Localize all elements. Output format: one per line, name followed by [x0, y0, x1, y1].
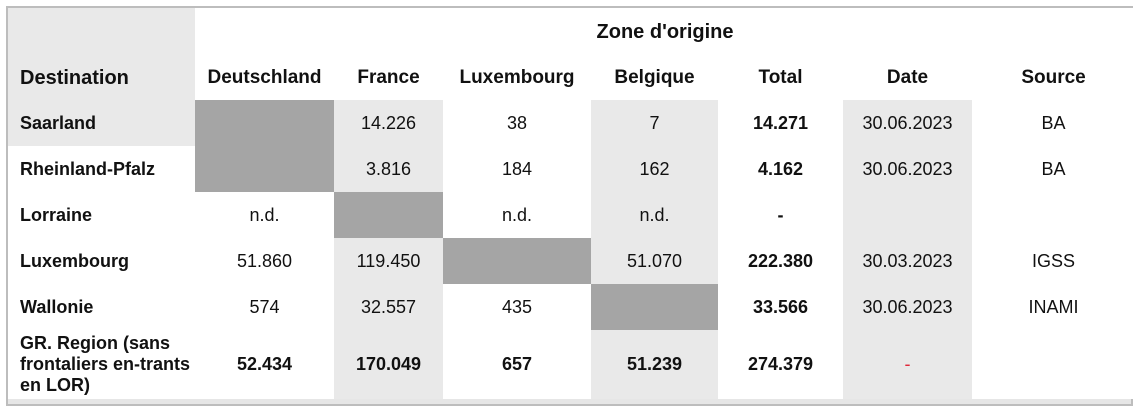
cell-total: -: [718, 192, 843, 238]
empty-cell: [443, 238, 591, 284]
cell-date: -: [843, 330, 972, 399]
row-label-saarland: Saarland: [8, 100, 195, 146]
table-row: Lorraine n.d. n.d. n.d. -: [8, 192, 1136, 238]
col-header-belgique: Belgique: [591, 56, 718, 100]
cell-total: 4.162: [718, 146, 843, 192]
zone-row: Zone d'origine: [8, 8, 1136, 56]
cell-deutschland: 574: [195, 284, 334, 330]
cell-total: 14.271: [718, 100, 843, 146]
col-header-source: Source: [972, 56, 1136, 100]
cell-source: IGSS: [972, 238, 1136, 284]
header-row: Destination Deutschland France Luxembour…: [8, 56, 1136, 100]
empty-cell: [591, 284, 718, 330]
table-row: Luxembourg 51.860 119.450 51.070 222.380…: [8, 238, 1136, 284]
cell-france: 3.816: [334, 146, 443, 192]
cell-total: 33.566: [718, 284, 843, 330]
row-label-rheinland-pfalz: Rheinland-Pfalz: [8, 146, 195, 192]
cell-belgique: 51.239: [591, 330, 718, 399]
table-row-total: GR. Region (sans frontaliers en-trants e…: [8, 330, 1136, 399]
cell-luxembourg: 38: [443, 100, 591, 146]
cell-france: 119.450: [334, 238, 443, 284]
col-header-deutschland: Deutschland: [195, 56, 334, 100]
cell-source: INAMI: [972, 284, 1136, 330]
cell-france: 32.557: [334, 284, 443, 330]
zone-title: Zone d'origine: [195, 8, 1136, 56]
commuter-table: Zone d'origine Destination Deutschland F…: [8, 8, 1136, 399]
empty-cell: [195, 146, 334, 192]
cell-date: 30.06.2023: [843, 284, 972, 330]
destination-header: Destination: [8, 56, 195, 100]
cell-date: [843, 192, 972, 238]
row-label-gr-region: GR. Region (sans frontaliers en-trants e…: [8, 330, 195, 399]
table-row: Rheinland-Pfalz 3.816 184 162 4.162 30.0…: [8, 146, 1136, 192]
cell-date: 30.06.2023: [843, 100, 972, 146]
col-header-date: Date: [843, 56, 972, 100]
cell-france: 14.226: [334, 100, 443, 146]
cell-france: 170.049: [334, 330, 443, 399]
cell-source: BA: [972, 146, 1136, 192]
row-label-luxembourg: Luxembourg: [8, 238, 195, 284]
col-header-total: Total: [718, 56, 843, 100]
corner-cell: [8, 8, 195, 56]
row-label-lorraine: Lorraine: [8, 192, 195, 238]
cell-deutschland: n.d.: [195, 192, 334, 238]
cell-luxembourg: 184: [443, 146, 591, 192]
cell-date: 30.03.2023: [843, 238, 972, 284]
cell-belgique: n.d.: [591, 192, 718, 238]
cell-source: BA: [972, 100, 1136, 146]
cell-total: 274.379: [718, 330, 843, 399]
cell-source: [972, 192, 1136, 238]
col-header-luxembourg: Luxembourg: [443, 56, 591, 100]
row-label-wallonie: Wallonie: [8, 284, 195, 330]
cell-belgique: 162: [591, 146, 718, 192]
cell-luxembourg: 657: [443, 330, 591, 399]
table-row: Saarland 14.226 38 7 14.271 30.06.2023 B…: [8, 100, 1136, 146]
cell-belgique: 7: [591, 100, 718, 146]
cell-date: 30.06.2023: [843, 146, 972, 192]
cell-luxembourg: n.d.: [443, 192, 591, 238]
commuter-table-frame: Zone d'origine Destination Deutschland F…: [6, 6, 1136, 406]
cell-deutschland: 51.860: [195, 238, 334, 284]
cell-source: [972, 330, 1136, 399]
cell-deutschland: 52.434: [195, 330, 334, 399]
table-row: Wallonie 574 32.557 435 33.566 30.06.202…: [8, 284, 1136, 330]
col-header-france: France: [334, 56, 443, 100]
cell-belgique: 51.070: [591, 238, 718, 284]
empty-cell: [195, 100, 334, 146]
cell-luxembourg: 435: [443, 284, 591, 330]
cell-total: 222.380: [718, 238, 843, 284]
empty-cell: [334, 192, 443, 238]
